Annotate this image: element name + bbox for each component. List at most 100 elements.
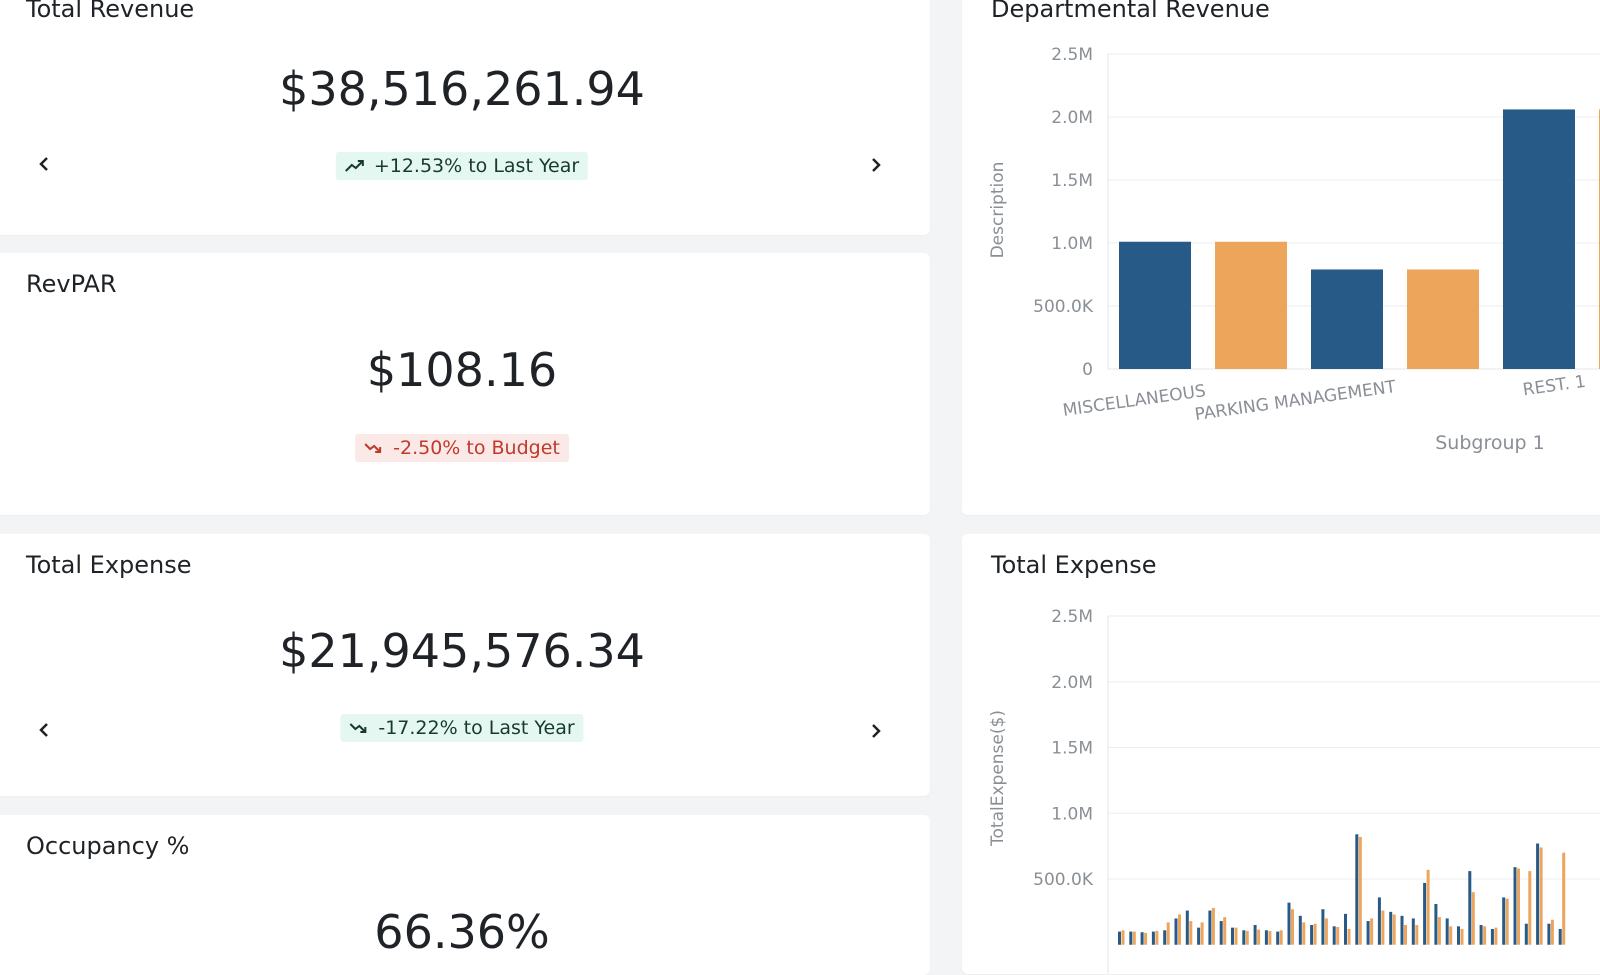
bar xyxy=(1502,897,1506,945)
bar xyxy=(1291,909,1294,945)
kpi-value: 66.36% xyxy=(374,905,550,959)
bar xyxy=(1119,241,1191,369)
chart-title: Departmental Revenue xyxy=(991,0,1270,23)
bar xyxy=(1163,930,1167,945)
bar xyxy=(1324,918,1328,945)
revpar-card: RevPAR $108.16 -2.50% to Budget xyxy=(0,253,930,515)
y-tick-label: 2.0M xyxy=(1051,108,1093,128)
trend-badge: +12.53% to Last Year xyxy=(335,152,589,180)
bar xyxy=(1400,915,1404,945)
bar xyxy=(1321,909,1325,945)
badge-text: -17.22% to Last Year xyxy=(378,717,575,739)
x-axis-title: Subgroup 1 xyxy=(1435,432,1544,454)
bar xyxy=(1344,913,1347,945)
bar xyxy=(1355,834,1359,945)
bar xyxy=(1336,926,1340,945)
y-tick-label: 2.5M xyxy=(1051,45,1093,65)
trend-badge: -17.22% to Last Year xyxy=(340,714,584,742)
y-tick-label: 1.5M xyxy=(1051,739,1093,759)
bar xyxy=(1132,931,1136,945)
badge-text: +12.53% to Last Year xyxy=(373,155,580,177)
bar xyxy=(1457,926,1460,945)
bar xyxy=(1503,109,1575,369)
departmental-revenue-chart: 0 500.0K 1.0M 1.5M 2.0M 2.5M MISCELLANEOUSPARK… xyxy=(988,45,1600,454)
next-button[interactable] xyxy=(864,153,888,177)
bar xyxy=(1494,927,1498,945)
trend-badge: -2.50% to Budget xyxy=(355,434,569,462)
bar xyxy=(1407,269,1479,369)
bar xyxy=(1415,925,1419,945)
bar xyxy=(1392,914,1396,945)
bar xyxy=(1513,867,1517,945)
bar xyxy=(1298,915,1302,945)
x-tick-label: PARKING MANAGEMENT xyxy=(1193,377,1397,425)
kpi-value: $108.16 xyxy=(366,343,558,397)
bar xyxy=(1215,241,1287,369)
chart-title: Total Expense xyxy=(991,551,1157,579)
bar xyxy=(1178,914,1181,945)
x-tick-label: REST. 1 xyxy=(1522,372,1588,401)
bar xyxy=(1468,871,1472,945)
bar xyxy=(1411,918,1415,945)
bar xyxy=(1524,923,1528,945)
bar xyxy=(1302,922,1306,945)
bar xyxy=(1257,929,1261,945)
bar xyxy=(1479,925,1483,945)
bar xyxy=(1449,926,1453,945)
bar xyxy=(1211,907,1215,945)
bar xyxy=(1404,925,1407,945)
bar xyxy=(1366,921,1370,945)
next-button[interactable] xyxy=(864,719,888,743)
bar xyxy=(1253,925,1257,945)
bar xyxy=(1151,931,1155,945)
bar xyxy=(1223,917,1227,945)
bar xyxy=(1505,898,1509,945)
bar xyxy=(1437,917,1441,945)
bar xyxy=(1358,836,1362,945)
bar xyxy=(1370,918,1374,945)
y-tick-label: 0 xyxy=(1082,360,1093,380)
y-tick-label: 2.0M xyxy=(1051,673,1093,693)
kpi-value: $21,945,576.34 xyxy=(279,624,645,678)
badge-text: -2.50% to Budget xyxy=(393,437,560,459)
bar xyxy=(1377,897,1381,945)
bar xyxy=(1332,926,1336,945)
bar xyxy=(1129,931,1133,945)
bar xyxy=(1208,910,1212,945)
y-axis-title: TotalExpense($) xyxy=(988,710,1008,847)
departmental-revenue-card: Departmental Revenue 0 500.0K 1.0M 1.5M 2.0M… xyxy=(962,0,1600,515)
bar xyxy=(1528,871,1532,945)
bar xyxy=(1197,927,1201,945)
y-tick-label: 1.0M xyxy=(1051,234,1093,254)
bar xyxy=(1155,930,1159,945)
prev-button[interactable] xyxy=(32,152,56,176)
card-title: Occupancy % xyxy=(26,832,190,860)
bar xyxy=(1140,932,1144,945)
chevron-left-icon xyxy=(39,157,48,171)
bar xyxy=(1219,921,1223,945)
y-tick-label: 1.0M xyxy=(1051,804,1093,824)
chevron-right-icon xyxy=(872,724,881,738)
bar xyxy=(1381,910,1385,945)
chevron-right-icon xyxy=(872,158,881,172)
chevron-left-icon xyxy=(39,723,48,737)
x-tick-label: MISCELLANEOUS xyxy=(1062,381,1208,421)
bar xyxy=(1539,847,1543,945)
bar xyxy=(1231,927,1234,945)
bar xyxy=(1268,930,1272,945)
bar xyxy=(1550,919,1554,945)
bar xyxy=(1310,925,1314,945)
bar xyxy=(1311,269,1383,369)
y-tick-label: 500.0K xyxy=(1033,297,1094,317)
prev-button[interactable] xyxy=(32,718,56,742)
bar xyxy=(1536,843,1540,945)
bar xyxy=(1185,910,1189,945)
trending-down-icon xyxy=(348,720,370,736)
card-title: RevPAR xyxy=(26,270,117,298)
bar xyxy=(1517,868,1520,945)
card-title: Total Revenue xyxy=(26,0,195,23)
bar xyxy=(1434,903,1438,945)
total-expense-card: Total Expense $21,945,576.34 -17.22% to … xyxy=(0,534,930,796)
bar xyxy=(1121,930,1125,945)
total-revenue-card: Total Revenue $38,516,261.94 +12.53% to … xyxy=(0,0,930,235)
